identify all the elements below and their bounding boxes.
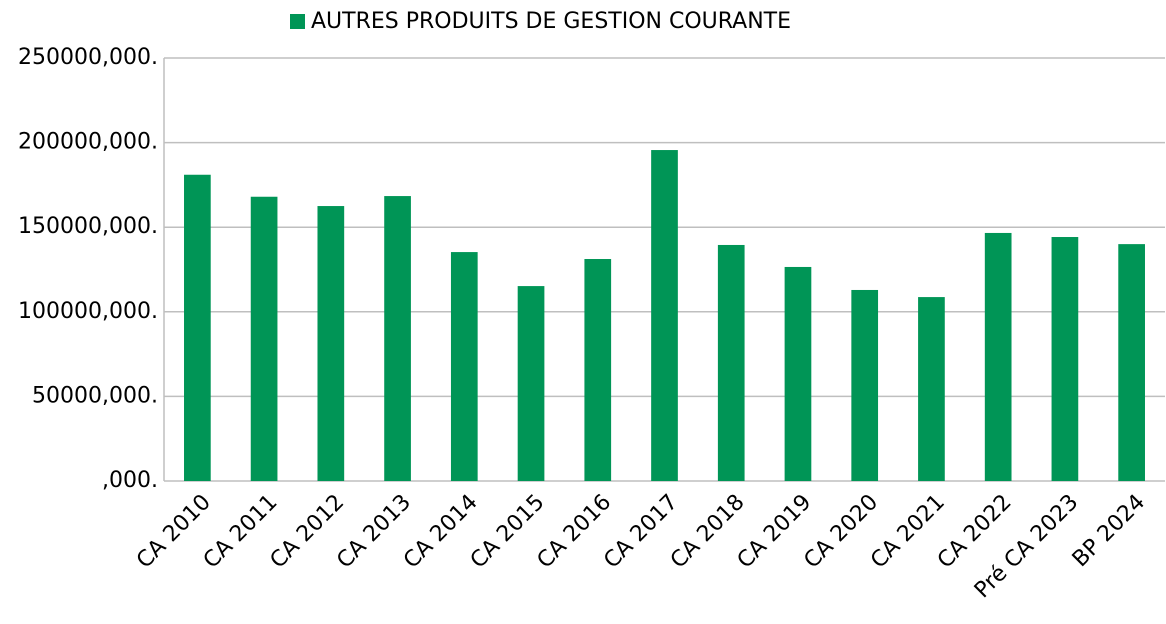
y-tick-label: ,000. bbox=[102, 468, 158, 493]
bar bbox=[851, 289, 879, 481]
bar bbox=[184, 174, 211, 482]
bar bbox=[384, 196, 411, 481]
bar bbox=[517, 286, 545, 481]
x-tick-label: BP 2024 bbox=[1068, 490, 1150, 572]
y-tick-label: 50000,000. bbox=[32, 383, 158, 408]
bar bbox=[784, 266, 812, 481]
bar bbox=[450, 252, 478, 481]
bar bbox=[250, 196, 278, 481]
legend-swatch bbox=[290, 14, 305, 29]
y-tick-label: 200000,000. bbox=[18, 130, 158, 155]
bar bbox=[317, 206, 345, 482]
bar bbox=[918, 297, 945, 481]
y-tick-label: 250000,000. bbox=[18, 45, 158, 70]
y-tick-label: 100000,000. bbox=[18, 299, 158, 324]
legend-label: AUTRES PRODUITS DE GESTION COURANTE bbox=[311, 9, 791, 34]
bar bbox=[1118, 244, 1145, 481]
bar bbox=[1051, 237, 1079, 481]
bar bbox=[984, 232, 1012, 481]
bar bbox=[651, 150, 678, 481]
bar bbox=[717, 244, 745, 481]
y-tick-label: 150000,000. bbox=[18, 214, 158, 239]
bar bbox=[584, 259, 612, 481]
